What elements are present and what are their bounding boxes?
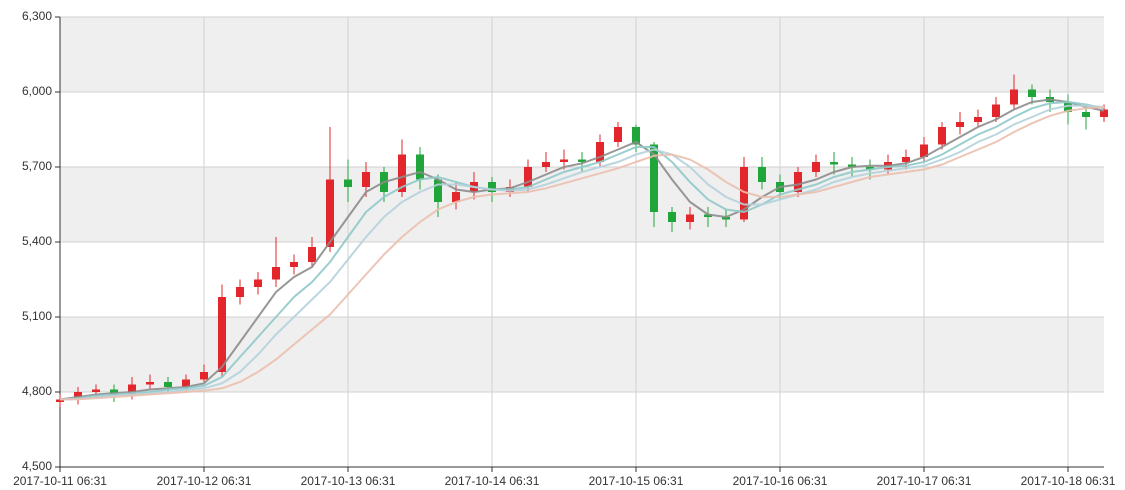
grid-band [60,17,1104,92]
candle-body [272,267,280,280]
candle-body [1028,89,1036,97]
candle-body [146,382,154,385]
candle-body [488,182,496,192]
candle-body [614,127,622,142]
candle-body [56,399,64,402]
candle-body [920,144,928,157]
y-tick-label: 6,000 [22,84,52,98]
candle-body [1010,89,1018,105]
candle-body [164,382,172,387]
candle-body [92,389,100,392]
x-tick-label: 2017-10-15 06:31 [589,474,684,488]
candle-body [236,287,244,297]
moving-average-line [59,100,1105,401]
candle-body [416,154,424,180]
candle-body [758,167,766,182]
candle-body [542,162,550,167]
y-tick-label: 4,800 [22,384,52,398]
candle-body [740,167,748,220]
candle-body [956,122,964,127]
y-tick-label: 5,400 [22,234,52,248]
candle-body [560,159,568,162]
moving-average-line [59,104,1105,401]
candle-body [902,157,910,162]
candle-body [668,212,676,222]
candle-body [686,214,694,222]
candle-body [866,167,874,170]
candle-body [200,372,208,380]
candle-body [362,172,370,187]
x-tick-label: 2017-10-12 06:31 [157,474,252,488]
y-tick-label: 5,100 [22,309,52,323]
x-tick-label: 2017-10-13 06:31 [301,474,396,488]
x-tick-label: 2017-10-14 06:31 [445,474,540,488]
candle-body [434,179,442,202]
candle-body [992,104,1000,117]
candle-body [1064,102,1072,112]
candle-body [830,162,838,165]
x-tick-label: 2017-10-18 06:31 [1021,474,1116,488]
candle-body [344,179,352,187]
moving-average-line [59,106,1105,401]
candle-body [110,389,118,395]
candle-body [128,384,136,395]
candle-body [650,144,658,212]
x-tick-label: 2017-10-11 06:31 [13,474,107,488]
candle-body [398,154,406,192]
candle-body [632,127,640,145]
candle-body [218,297,226,372]
candle-body [326,179,334,247]
x-tick-label: 2017-10-17 06:31 [877,474,972,488]
candle-body [74,392,82,400]
candle-body [182,379,190,387]
candle-body [452,192,460,202]
grid-band [60,317,1104,392]
y-tick-label: 5,700 [22,159,52,173]
y-tick-label: 4,500 [22,459,52,473]
x-tick-label: 2017-10-16 06:31 [733,474,828,488]
candle-body [308,247,316,262]
candle-body [1100,109,1108,117]
moving-average-line [59,98,1105,401]
candle-body [938,127,946,145]
candle-body [794,172,802,192]
candle-body [1082,112,1090,117]
candle-body [704,214,712,217]
y-tick-label: 6,300 [22,9,52,23]
candle-body [290,262,298,267]
candle-body [848,164,856,167]
candle-body [812,162,820,172]
candle-body [524,167,532,187]
grid-band [60,167,1104,242]
candle-body [722,217,730,220]
candle-body [974,117,982,122]
candle-body [254,279,262,287]
candle-body [596,142,604,162]
candle-body [578,159,586,162]
